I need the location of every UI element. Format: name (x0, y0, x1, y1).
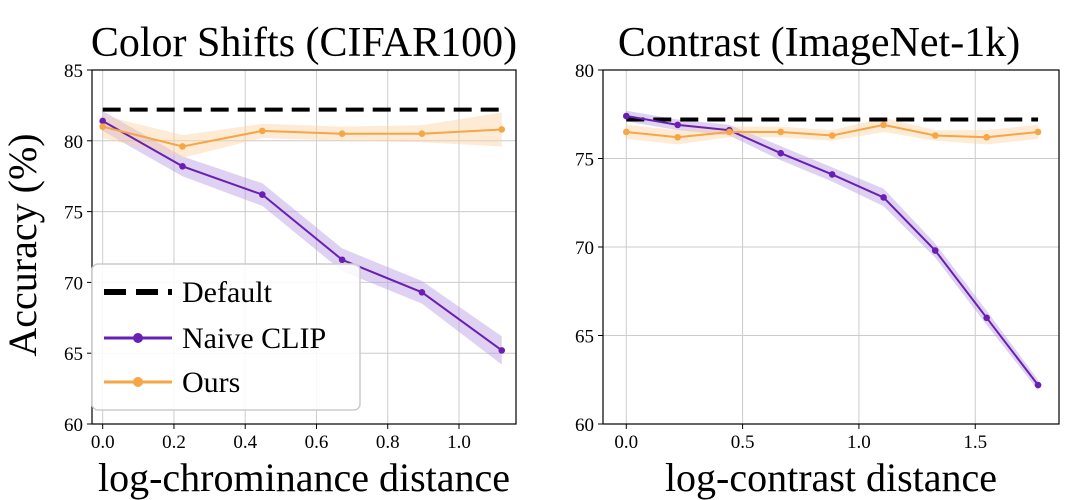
legend-label-naive-clip: Naive CLIP (182, 322, 326, 355)
tick-labels: 0.0 0.5 1.0 1.5 60 65 70 75 80 (575, 61, 987, 453)
series-lines (102, 107, 503, 352)
ours-point (726, 128, 733, 136)
naive-clip-point (338, 256, 346, 264)
x-tick-label: 0.4 (233, 432, 257, 453)
x-tick-label: 0.2 (162, 432, 186, 453)
naive-clip-point (99, 117, 106, 125)
legend-label-default: Default (182, 276, 273, 309)
naive-clip-point (179, 162, 186, 170)
naive-clip-point (622, 112, 630, 120)
legend-marker-ours (133, 377, 143, 387)
naive-clip-band (626, 110, 1039, 391)
y-tick-label: 75 (64, 203, 83, 224)
naive-clip-point (259, 191, 266, 198)
naive-clip-point (880, 194, 887, 201)
chart-title: Color Shifts (CIFAR100) (91, 20, 517, 66)
plot-frame (91, 69, 517, 425)
legend-marker-naive-clip (133, 333, 143, 343)
tick-labels: 0.0 0.2 0.4 0.6 0.8 1.0 60 65 70 75 80 85 (64, 61, 471, 453)
x-tick-label: 1.0 (847, 432, 871, 453)
ours-point (99, 123, 106, 130)
y-tick-label: 80 (64, 132, 83, 153)
y-tick-label: 75 (575, 150, 594, 171)
ours-point (622, 128, 630, 136)
ours-line (102, 125, 502, 148)
y-tick-label: 70 (64, 273, 83, 294)
x-tick-label: 1.0 (447, 432, 471, 453)
naive-clip-point (1034, 381, 1042, 389)
naive-clip-point (983, 314, 990, 322)
ours-point (777, 128, 785, 136)
x-tick-label: 0.0 (614, 432, 638, 453)
y-tick-label: 65 (575, 327, 594, 348)
figure-ylabel: Accuracy (%) (0, 133, 45, 356)
ours-point (674, 133, 681, 141)
naive-clip-point (828, 171, 836, 178)
error-bands (102, 111, 502, 365)
naive-clip-point (777, 149, 785, 157)
x-axis-label: log-chrominance distance (98, 455, 510, 500)
error-bands (626, 110, 1039, 391)
x-tick-label: 0.5 (731, 432, 755, 453)
ours-point (259, 127, 266, 135)
ours-point (880, 121, 887, 129)
legend-label-ours: Ours (182, 366, 240, 399)
ours-point (179, 143, 186, 150)
ours-point (983, 133, 990, 141)
naive-clip-line (102, 120, 503, 352)
y-tick-label: 65 (64, 344, 83, 365)
y-tick-label: 80 (575, 61, 594, 82)
chart-color-shifts: Color Shifts (CIFAR100) 0.0 0.2 0.4 0.6 0.8 1… (64, 20, 517, 500)
series-markers (99, 117, 506, 354)
y-tick-label: 85 (64, 61, 83, 82)
ours-point (1034, 128, 1042, 136)
ours-point (828, 132, 836, 139)
naive-clip-band (102, 111, 502, 365)
y-tick-label: 60 (575, 415, 594, 436)
legend-box (91, 263, 361, 411)
series-markers (622, 112, 1042, 389)
ours-band (102, 112, 502, 158)
naive-clip-point (674, 121, 681, 129)
x-tick-label: 0.0 (91, 432, 115, 453)
x-tick-label: 0.6 (305, 432, 329, 453)
series-lines (626, 115, 1039, 386)
x-tick-label: 1.5 (963, 432, 987, 453)
ours-point (931, 132, 939, 139)
y-tick-label: 70 (575, 238, 594, 259)
naive-clip-point (498, 347, 506, 354)
naive-clip-point (418, 289, 426, 296)
ours-point (338, 130, 346, 138)
legend: Default Naive CLIP Ours (91, 263, 361, 411)
y-tick-label: 60 (64, 415, 83, 436)
chart-title: Contrast (ImageNet-1k) (618, 20, 1020, 66)
ours-point (498, 126, 506, 133)
naive-clip-line (626, 115, 1039, 386)
x-tick-label: 0.8 (376, 432, 400, 453)
x-axis-label: log-contrast distance (665, 455, 997, 500)
ours-point (418, 130, 426, 138)
chart-contrast: Contrast (ImageNet-1k) 0.0 0.5 1.0 1.5 60 65 7… (575, 20, 1060, 500)
naive-clip-point (931, 247, 939, 254)
